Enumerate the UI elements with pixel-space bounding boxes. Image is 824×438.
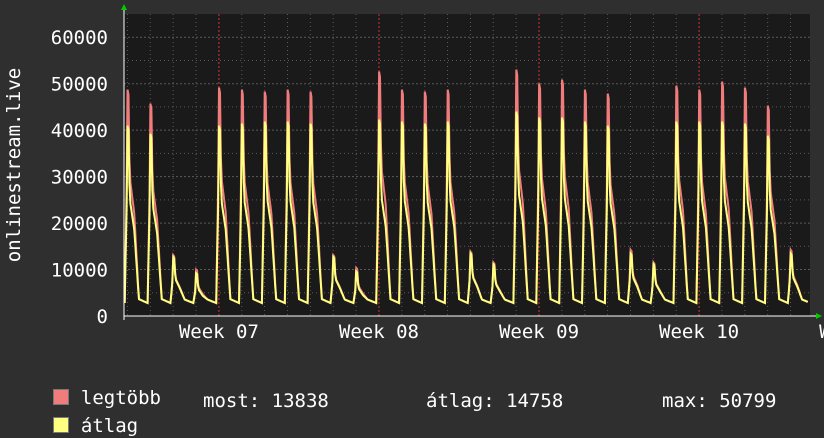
y-tick-label: 60000: [51, 27, 108, 49]
plot-area: [124, 14, 810, 316]
x-tick-label: Week 10: [659, 321, 739, 343]
x-tick-labels: Week 07 Week 08 Week 09 Week 10 Week 11: [179, 321, 824, 343]
x-tick-label: Week 07: [179, 321, 259, 343]
axes: [121, 4, 822, 320]
y-tick-label: 40000: [51, 120, 108, 142]
y-tick-label: 20000: [51, 213, 108, 235]
legend-swatch-legtobb: [52, 389, 69, 405]
legend-label-atlag: átlag: [80, 415, 139, 437]
x-tick-label: Week 11: [819, 321, 824, 343]
legend-item-atlag: átlag: [30, 390, 138, 438]
y-tick-label: 50000: [51, 74, 108, 96]
legend-swatch-atlag: [52, 417, 69, 433]
series-line-atlag: [123, 111, 809, 305]
y-axis-label: onlinestream.live: [3, 68, 25, 262]
legend-item-legtobb: legtöbb: [30, 362, 161, 410]
stat-average: átlag: 14758: [426, 390, 564, 412]
x-tick-label: Week 08: [339, 321, 419, 343]
stat-max: max: 50799: [662, 390, 777, 412]
legend-label-legtobb: legtöbb: [80, 387, 161, 409]
y-tick-labels: 0 10000 20000 30000 40000 50000 60000: [51, 27, 108, 328]
y-axis-arrow-icon: [121, 4, 127, 10]
y-tick-label: 10000: [51, 260, 108, 282]
x-tick-label: Week 09: [499, 321, 579, 343]
y-tick-label: 30000: [51, 167, 108, 189]
y-tick-label: 0: [97, 306, 108, 328]
stat-now: most: 13838: [203, 390, 329, 412]
x-axis-arrow-icon: [816, 313, 822, 319]
